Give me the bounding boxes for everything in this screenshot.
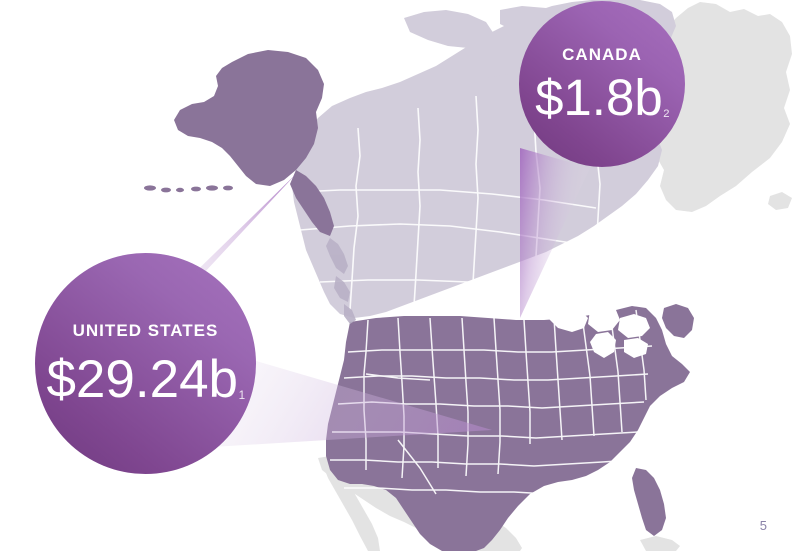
callout-bubble-united-states[interactable]: UNITED STATES $29.24b1 xyxy=(35,253,256,474)
page-number: 5 xyxy=(759,518,767,533)
map-coastline-accents xyxy=(326,238,356,324)
callout-value-canada: $1.8b2 xyxy=(535,72,669,123)
callout-label-united-states: UNITED STATES xyxy=(72,320,219,340)
callout-value-united-states: $29.24b1 xyxy=(46,349,246,409)
callout-footnote-canada: 2 xyxy=(663,108,670,121)
callout-label-canada: CANADA xyxy=(562,44,642,64)
callout-bubble-canada[interactable]: CANADA $1.8b2 xyxy=(519,1,685,167)
map-region-united-states xyxy=(326,304,694,551)
map-region-alaska xyxy=(144,50,334,236)
callout-value-united-states-number: $29.24b xyxy=(46,349,239,409)
callout-footnote-united-states: 1 xyxy=(238,389,246,403)
callout-value-canada-number: $1.8b xyxy=(535,68,663,126)
